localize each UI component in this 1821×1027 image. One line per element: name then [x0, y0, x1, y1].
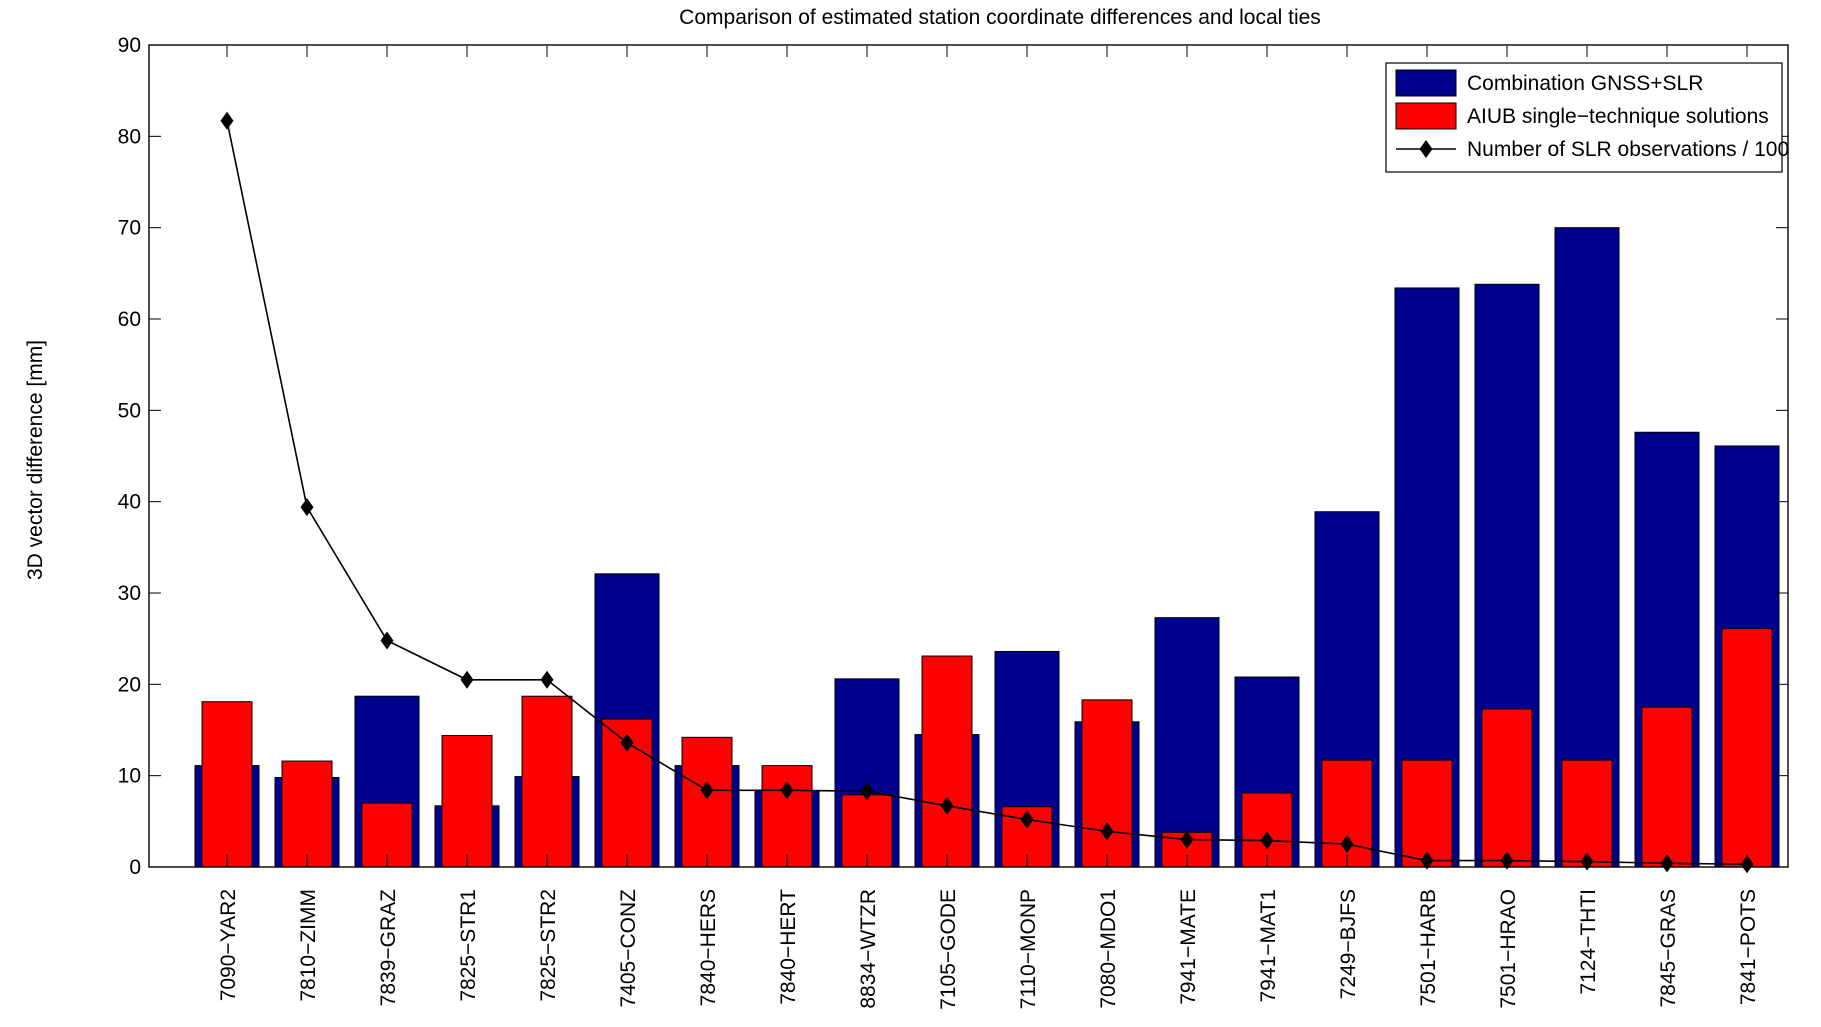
bar-series2-19 [1721, 628, 1773, 868]
y-tick-label-0: 0 [129, 856, 141, 879]
x-tick-label-7: 7840−HERT [777, 889, 800, 1005]
x-tick-label-3: 7825−STR1 [457, 889, 480, 1002]
x-tick-label-12: 7941−MATE [1177, 889, 1200, 1005]
line-marker-14 [1340, 835, 1354, 854]
x-tick-label-1: 7810−ZIMM [297, 889, 320, 1002]
bar-series1-12 [1154, 617, 1220, 868]
line-marker-2 [380, 631, 394, 650]
x-tick-label-0: 7090−YAR2 [217, 889, 240, 1001]
legend-label-2: Number of SLR observations / 100 [1467, 138, 1789, 161]
plot-frame [148, 44, 1789, 868]
bar-series2-1 [281, 760, 333, 868]
x-tick-label-16: 7501−HRAO [1497, 889, 1520, 1009]
line-marker-11 [1100, 822, 1114, 841]
y-tick-label-8: 80 [118, 125, 141, 148]
bar-series2-17 [1561, 759, 1613, 868]
bar-series2-11 [1081, 699, 1133, 868]
x-tick-label-19: 7841−POTS [1737, 889, 1760, 1005]
line-marker-8 [860, 782, 874, 801]
y-tick-label-7: 70 [118, 217, 141, 240]
x-tick-label-15: 7501−HARB [1417, 889, 1440, 1006]
x-tick-label-9: 7105−GODE [937, 889, 960, 1010]
line-marker-13 [1260, 831, 1274, 850]
x-tick-label-8: 8834−WTZR [857, 889, 880, 1009]
y-tick-label-3: 30 [118, 582, 141, 605]
plot-area: 0 10 20 30 40 50 60 70 80 90 7090−YAR2 7810−ZIMM 783… [118, 34, 1789, 1010]
line-marker-3 [460, 670, 474, 689]
line-marker-10 [1020, 810, 1034, 829]
y-axis-label: 3D vector difference [mm] [24, 340, 47, 580]
line-marker-0 [220, 111, 234, 130]
x-tick-label-4: 7825−STR2 [537, 889, 560, 1002]
line-marker-7 [780, 781, 794, 800]
legend-marker-2 [1419, 140, 1433, 158]
line-marker-4 [540, 670, 554, 689]
bar-series2-18 [1641, 706, 1693, 868]
line-series3 [226, 120, 1748, 866]
x-tick-label-18: 7845−GRAS [1657, 889, 1680, 1008]
line-marker-9 [940, 796, 954, 815]
legend-label-1: AIUB single−technique solutions [1467, 105, 1769, 128]
legend-label-0: Combination GNSS+SLR [1467, 72, 1703, 95]
chart-title: Comparison of estimated station coordina… [679, 6, 1321, 29]
x-tick-label-17: 7124−THTI [1577, 889, 1600, 995]
legend-swatch-0 [1395, 69, 1457, 97]
x-tick-label-14: 7249−BJFS [1337, 889, 1360, 999]
line-marker-12 [1180, 830, 1194, 849]
bar-series2-15 [1401, 759, 1453, 868]
y-tick-label-9: 90 [118, 34, 141, 57]
x-tick-label-11: 7080−MDO1 [1097, 889, 1120, 1009]
x-tick-label-13: 7941−MAT1 [1257, 889, 1280, 1002]
y-tick-label-4: 40 [118, 491, 141, 514]
legend-swatch-1 [1395, 102, 1457, 130]
bar-series2-0 [201, 701, 253, 868]
x-tick-label-5: 7405−CONZ [617, 889, 640, 1008]
x-tick-label-6: 7840−HERS [697, 889, 720, 1006]
bar-series2-13 [1241, 792, 1293, 868]
bar-series2-3 [441, 734, 493, 868]
bar-series2-9 [921, 655, 973, 868]
x-tick-label-10: 7110−MONP [1017, 889, 1040, 1009]
x-tick-label-2: 7839−GRAZ [377, 889, 400, 1006]
bar-series2-4 [521, 695, 573, 868]
legend: Combination GNSS+SLR AIUB single−techniqu… [1385, 62, 1789, 173]
bar-series2-8 [841, 794, 893, 868]
bar-series2-16 [1481, 708, 1533, 868]
y-tick-label-1: 10 [118, 765, 141, 788]
y-tick-label-2: 20 [118, 673, 141, 696]
y-tick-label-5: 50 [118, 399, 141, 422]
line-marker-1 [300, 498, 314, 517]
line-marker-5 [620, 733, 634, 752]
bar-series2-6 [681, 736, 733, 868]
bar-series2-7 [761, 765, 813, 868]
y-tick-label-6: 60 [118, 308, 141, 331]
line-marker-6 [700, 781, 714, 800]
